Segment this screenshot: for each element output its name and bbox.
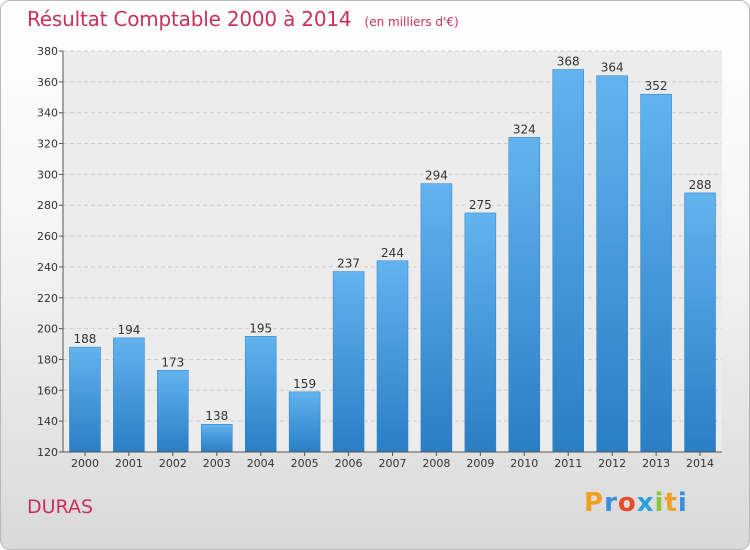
data-label: 138 xyxy=(205,409,228,423)
y-tick-label: 120 xyxy=(37,446,58,459)
bar-2003 xyxy=(201,423,233,453)
bar-2005 xyxy=(288,391,321,453)
x-tick-label: 2002 xyxy=(159,457,187,470)
data-label: 288 xyxy=(689,178,712,192)
title-row: Résultat Comptable 2000 à 2014 (en milli… xyxy=(27,7,459,31)
bar-2010 xyxy=(508,137,541,453)
x-tick-label: 2012 xyxy=(598,457,626,470)
logo-letter: r xyxy=(604,488,618,518)
y-tick-label: 260 xyxy=(37,230,58,243)
logo-letter: i xyxy=(654,488,665,518)
data-label: 368 xyxy=(557,55,580,69)
proxiti-logo[interactable]: Proxiti xyxy=(584,488,688,518)
logo-letter: i xyxy=(677,488,688,518)
logo-letter: o xyxy=(617,488,637,518)
bar-2004 xyxy=(244,336,277,453)
y-tick-label: 240 xyxy=(37,261,58,274)
x-tick-label: 2001 xyxy=(115,457,143,470)
x-tick-label: 2004 xyxy=(247,457,275,470)
bar-2007 xyxy=(376,260,409,453)
y-tick-label: 220 xyxy=(37,292,58,305)
data-label: 237 xyxy=(337,257,360,271)
y-tick-label: 280 xyxy=(37,199,58,212)
x-tick-label: 2009 xyxy=(466,457,494,470)
x-tick-label: 2006 xyxy=(335,457,363,470)
logo-letter: P xyxy=(584,488,605,518)
data-label: 324 xyxy=(513,122,536,136)
town-name: DURAS xyxy=(27,496,94,518)
bar-2002 xyxy=(157,370,189,453)
x-tick-label: 2005 xyxy=(291,457,319,470)
chart-title: Résultat Comptable 2000 à 2014 xyxy=(27,7,352,31)
y-tick-label: 340 xyxy=(37,107,58,120)
y-tick-label: 320 xyxy=(37,138,58,151)
bar-2012 xyxy=(596,75,628,453)
y-axis: 120 140 160 180 200 220 240 260 280 300 320 340 360 3… xyxy=(37,45,64,459)
y-tick-label: 140 xyxy=(37,415,58,428)
x-tick-label: 2011 xyxy=(554,457,582,470)
data-label: 352 xyxy=(645,79,668,93)
y-tick-label: 380 xyxy=(37,45,58,58)
data-label: 194 xyxy=(117,323,140,337)
bar-2006 xyxy=(332,271,365,453)
x-tick-label: 2007 xyxy=(379,457,407,470)
x-tick-label: 2013 xyxy=(642,457,670,470)
y-tick-label: 200 xyxy=(37,323,58,336)
bar-2001 xyxy=(113,337,145,453)
data-label: 294 xyxy=(425,169,448,183)
y-tick-label: 160 xyxy=(37,384,58,397)
x-tick-label: 2003 xyxy=(203,457,231,470)
chart-subtitle: (en milliers d'€) xyxy=(364,15,459,29)
x-tick-label: 2000 xyxy=(71,457,99,470)
logo-letter: t xyxy=(664,488,678,518)
logo-letter: x xyxy=(636,488,655,518)
data-label: 275 xyxy=(469,198,492,212)
bar-2013 xyxy=(640,93,672,453)
data-label: 195 xyxy=(249,321,272,335)
y-tick-label: 360 xyxy=(37,76,58,89)
bars: 188 194 173 138 195 159 237 244 294 275 324 368 364 3… xyxy=(69,55,716,453)
x-tick-label: 2014 xyxy=(686,457,714,470)
x-axis: 2000 2001 2002 2003 2004 2005 2006 2007 2008 2009… xyxy=(63,451,722,470)
y-tick-label: 180 xyxy=(37,353,58,366)
bar-2008 xyxy=(420,183,453,453)
data-label: 364 xyxy=(601,61,624,75)
data-label: 173 xyxy=(161,355,184,369)
x-tick-label: 2010 xyxy=(510,457,538,470)
bar-2000 xyxy=(69,346,101,453)
data-label: 188 xyxy=(74,332,97,346)
bar-2009 xyxy=(464,212,497,453)
bar-2014 xyxy=(684,192,716,453)
x-tick-label: 2008 xyxy=(422,457,450,470)
data-label: 244 xyxy=(381,246,404,260)
bar-2011 xyxy=(552,69,584,453)
data-label: 159 xyxy=(293,377,316,391)
y-tick-label: 300 xyxy=(37,168,58,181)
